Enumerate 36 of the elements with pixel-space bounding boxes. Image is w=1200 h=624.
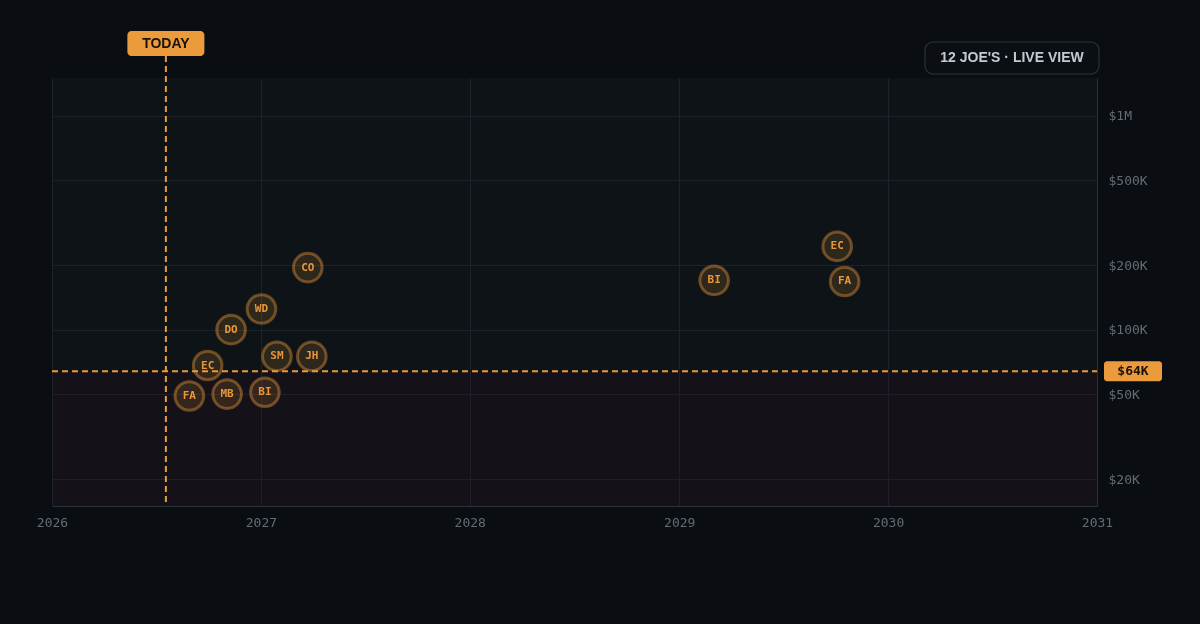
point <box>173 380 206 412</box>
point <box>698 264 730 297</box>
point <box>292 251 324 284</box>
annotation: FA <box>182 388 197 402</box>
y-tick-label: $20K <box>1108 471 1140 487</box>
x-tick-label: 2026 <box>36 514 69 530</box>
y-tick-label: $500K <box>1108 172 1148 188</box>
annotation: FA <box>838 274 852 288</box>
ref-line-label: $64K <box>1117 363 1149 379</box>
point <box>215 313 247 346</box>
annotation: SM <box>270 349 284 363</box>
x-tick-label: 2029 <box>664 514 696 530</box>
point <box>821 230 853 263</box>
point <box>296 340 328 373</box>
x-tick-label: 2028 <box>454 514 486 530</box>
annotation: BI <box>707 273 721 287</box>
y-tick-label: $1M <box>1108 108 1133 124</box>
annotation: WD <box>254 301 269 315</box>
text: 12 JOE'S · LIVE VIEW <box>940 49 1085 65</box>
point <box>191 349 224 382</box>
y-tick-label: $200K <box>1108 257 1148 273</box>
annotation: DO <box>224 322 239 336</box>
annotation: JH <box>305 349 319 363</box>
x-tick-label: 2030 <box>872 514 905 530</box>
point <box>828 265 861 298</box>
annotation: EC <box>830 239 844 253</box>
annotation: EC <box>201 358 215 372</box>
annotation: CO <box>301 260 315 274</box>
ref-line-label: TODAY <box>142 35 191 51</box>
y-tick-label: $100K <box>1108 322 1148 338</box>
x-tick-label: 2027 <box>245 514 278 530</box>
annotation: BI <box>258 385 272 399</box>
x-tick-label: 2031 <box>1081 514 1114 530</box>
annotation: MB <box>220 387 235 401</box>
point <box>249 376 281 409</box>
y-tick-label: $50K <box>1108 386 1140 402</box>
